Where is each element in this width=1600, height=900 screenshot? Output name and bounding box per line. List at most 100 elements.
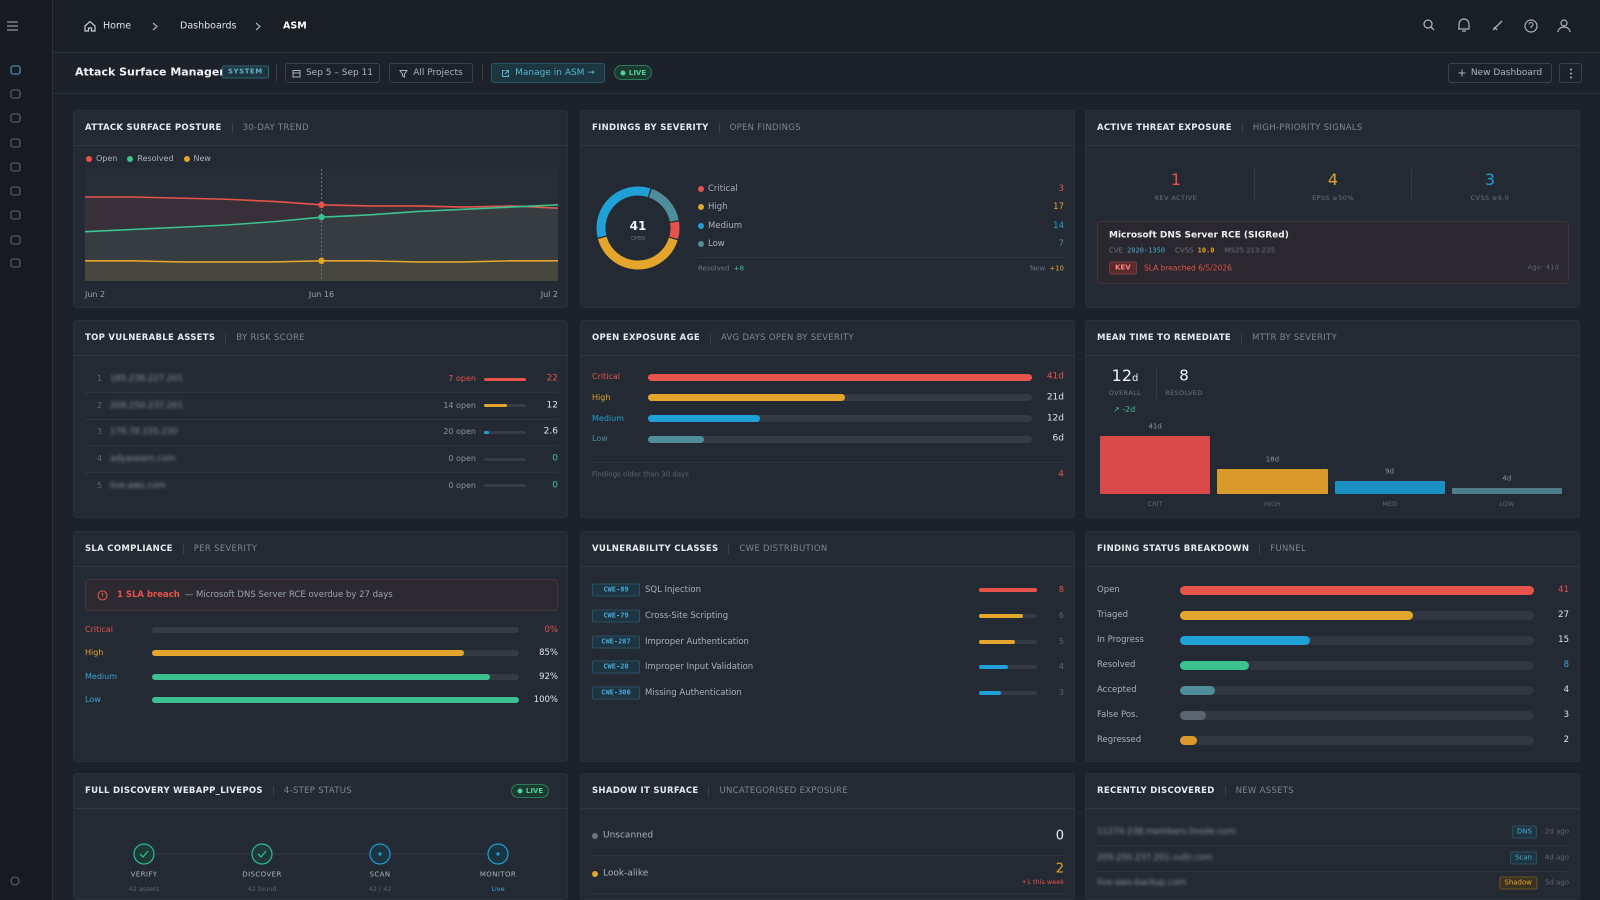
rank: 3 <box>97 427 103 437</box>
stat-value: 3 <box>1484 170 1496 189</box>
point-marker <box>318 213 325 221</box>
category-label: Regressed <box>1097 734 1142 745</box>
breadcrumb[interactable]: Home <box>103 20 132 32</box>
summary-value: +8 <box>733 264 744 273</box>
row-divider <box>85 392 558 393</box>
value-label: 15 <box>1558 634 1569 645</box>
more-button[interactable] <box>1559 63 1582 83</box>
footer-value: 4 <box>1058 469 1064 480</box>
value-label: 0% <box>544 624 559 635</box>
manage-label: Manage in ASM → <box>515 68 595 78</box>
card-meta: CVE 2020-1350 CVSS 10.0 MS25.213.235 <box>1109 246 1276 255</box>
bar <box>648 373 1032 381</box>
advisory-ref: MS25.213.235 <box>1224 246 1276 255</box>
step-check <box>139 850 149 858</box>
legend-label: Open <box>96 154 118 163</box>
value-label: 4 <box>1563 684 1569 695</box>
nav-icon <box>10 65 21 75</box>
legend-swatch <box>127 155 134 162</box>
sla-status: SLA breached 6/5/2026 <box>1144 263 1232 273</box>
bar <box>648 435 705 443</box>
step-circle <box>133 843 155 865</box>
card-title: Microsoft DNS Server RCE (SIGRed) <box>1109 230 1289 241</box>
panel-subtitle: PER SEVERITY <box>182 544 257 554</box>
filter-icon-part <box>399 69 409 78</box>
bar-track <box>648 435 1032 443</box>
value-label: 4d <box>1502 474 1512 483</box>
stat-divider <box>1254 169 1255 201</box>
panel: SHADOW IT SURFACE UNCATEGORISED EXPOSURE U… <box>580 773 1075 900</box>
line-chart: Jun 2 Jun 16 Jul 2 <box>84 169 559 299</box>
value-label: 9d <box>1385 467 1395 476</box>
live-badge: LIVE <box>511 784 549 798</box>
bar-track <box>1180 685 1534 695</box>
step-detail: Live <box>491 884 505 893</box>
row-label: Look-alike <box>603 868 649 879</box>
host: live-aws.com <box>110 480 166 491</box>
legend-swatch <box>698 204 704 211</box>
panel-title: ACTIVE THREAT EXPOSURE <box>1097 123 1232 133</box>
bar-track <box>484 457 526 461</box>
value-label: 3 <box>1058 688 1064 698</box>
category-label: Triaged <box>1097 609 1129 620</box>
filter-button[interactable]: All Projects <box>389 63 473 83</box>
overall-label: OVERALL <box>1108 388 1142 397</box>
overall-unit: d <box>1132 373 1139 384</box>
panel-title: SHADOW IT SURFACE <box>592 786 699 796</box>
legend-item: New <box>183 154 211 163</box>
panel-header: FULL DISCOVERY WEBAPP_LIVEPOS 4-STEP STAT… <box>74 774 567 809</box>
category-label: Critical <box>592 372 620 381</box>
category-label: Low <box>85 695 101 705</box>
value-label: 100% <box>533 694 558 705</box>
risk-score: 12 <box>546 400 558 411</box>
category-label: High <box>592 392 611 402</box>
nav-icons[interactable] <box>8 60 28 890</box>
category-label: False Pos. <box>1097 709 1139 720</box>
more-icon-part <box>1569 68 1572 70</box>
panel-header: FINDINGS BY SEVERITY OPEN FINDINGS <box>581 111 1074 146</box>
category-label: Medium <box>592 413 624 423</box>
value-label: 27 <box>1558 609 1569 620</box>
panel: FULL DISCOVERY WEBAPP_LIVEPOS 4-STEP STAT… <box>73 773 568 900</box>
panel-header: MEAN TIME TO REMEDIATE MTTR BY SEVERITY <box>1086 321 1579 356</box>
category-label: LOW <box>1499 499 1515 508</box>
new-dashboard-button[interactable]: New Dashboard <box>1448 63 1552 83</box>
panel: MEAN TIME TO REMEDIATE MTTR BY SEVERITY 12… <box>1085 320 1580 518</box>
legend-label: Critical <box>708 183 738 194</box>
alert-icon-ring <box>97 589 108 601</box>
value-label: 4 <box>1058 662 1064 672</box>
live-dot <box>517 788 523 794</box>
row-divider <box>1097 845 1569 846</box>
top-icons[interactable] <box>1422 18 1592 34</box>
bar <box>1180 585 1534 595</box>
panel: OPEN EXPOSURE AGE AVG DAYS OPEN BY SEVERI… <box>580 320 1075 518</box>
row-divider <box>592 855 1064 856</box>
class-name: Missing Authentication <box>645 687 742 698</box>
legend-label: New <box>193 154 211 163</box>
bar <box>484 430 489 434</box>
bar <box>979 639 1016 644</box>
risk-score: 2.6 <box>543 426 558 437</box>
row-note: +1 this week <box>1021 877 1064 886</box>
manage-button[interactable]: Manage in ASM → <box>491 63 605 83</box>
breadcrumb[interactable]: Dashboards <box>180 20 237 32</box>
donut-total: 41 <box>630 219 647 233</box>
x-tick-label: Jun 2 <box>84 290 105 299</box>
panel-subtitle: NEW ASSETS <box>1224 786 1294 796</box>
menu-icon-part <box>7 21 18 31</box>
chevron <box>152 22 158 31</box>
live-label: LIVE <box>628 68 647 77</box>
rank: 2 <box>97 400 103 410</box>
menu-icon[interactable] <box>6 20 20 32</box>
point-marker <box>318 257 325 265</box>
filter-icon <box>399 69 409 78</box>
step-label: SCAN <box>369 870 391 879</box>
more-icon <box>1569 68 1572 78</box>
bar <box>1180 660 1250 670</box>
step-label: VERIFY <box>130 870 158 879</box>
cwe-badge: CWE-89 <box>592 583 640 597</box>
sidebar <box>0 0 53 900</box>
date-button[interactable]: Sep 5 – Sep 11 <box>285 63 380 83</box>
overall-number: 12 <box>1111 366 1132 385</box>
bar <box>979 665 1008 670</box>
